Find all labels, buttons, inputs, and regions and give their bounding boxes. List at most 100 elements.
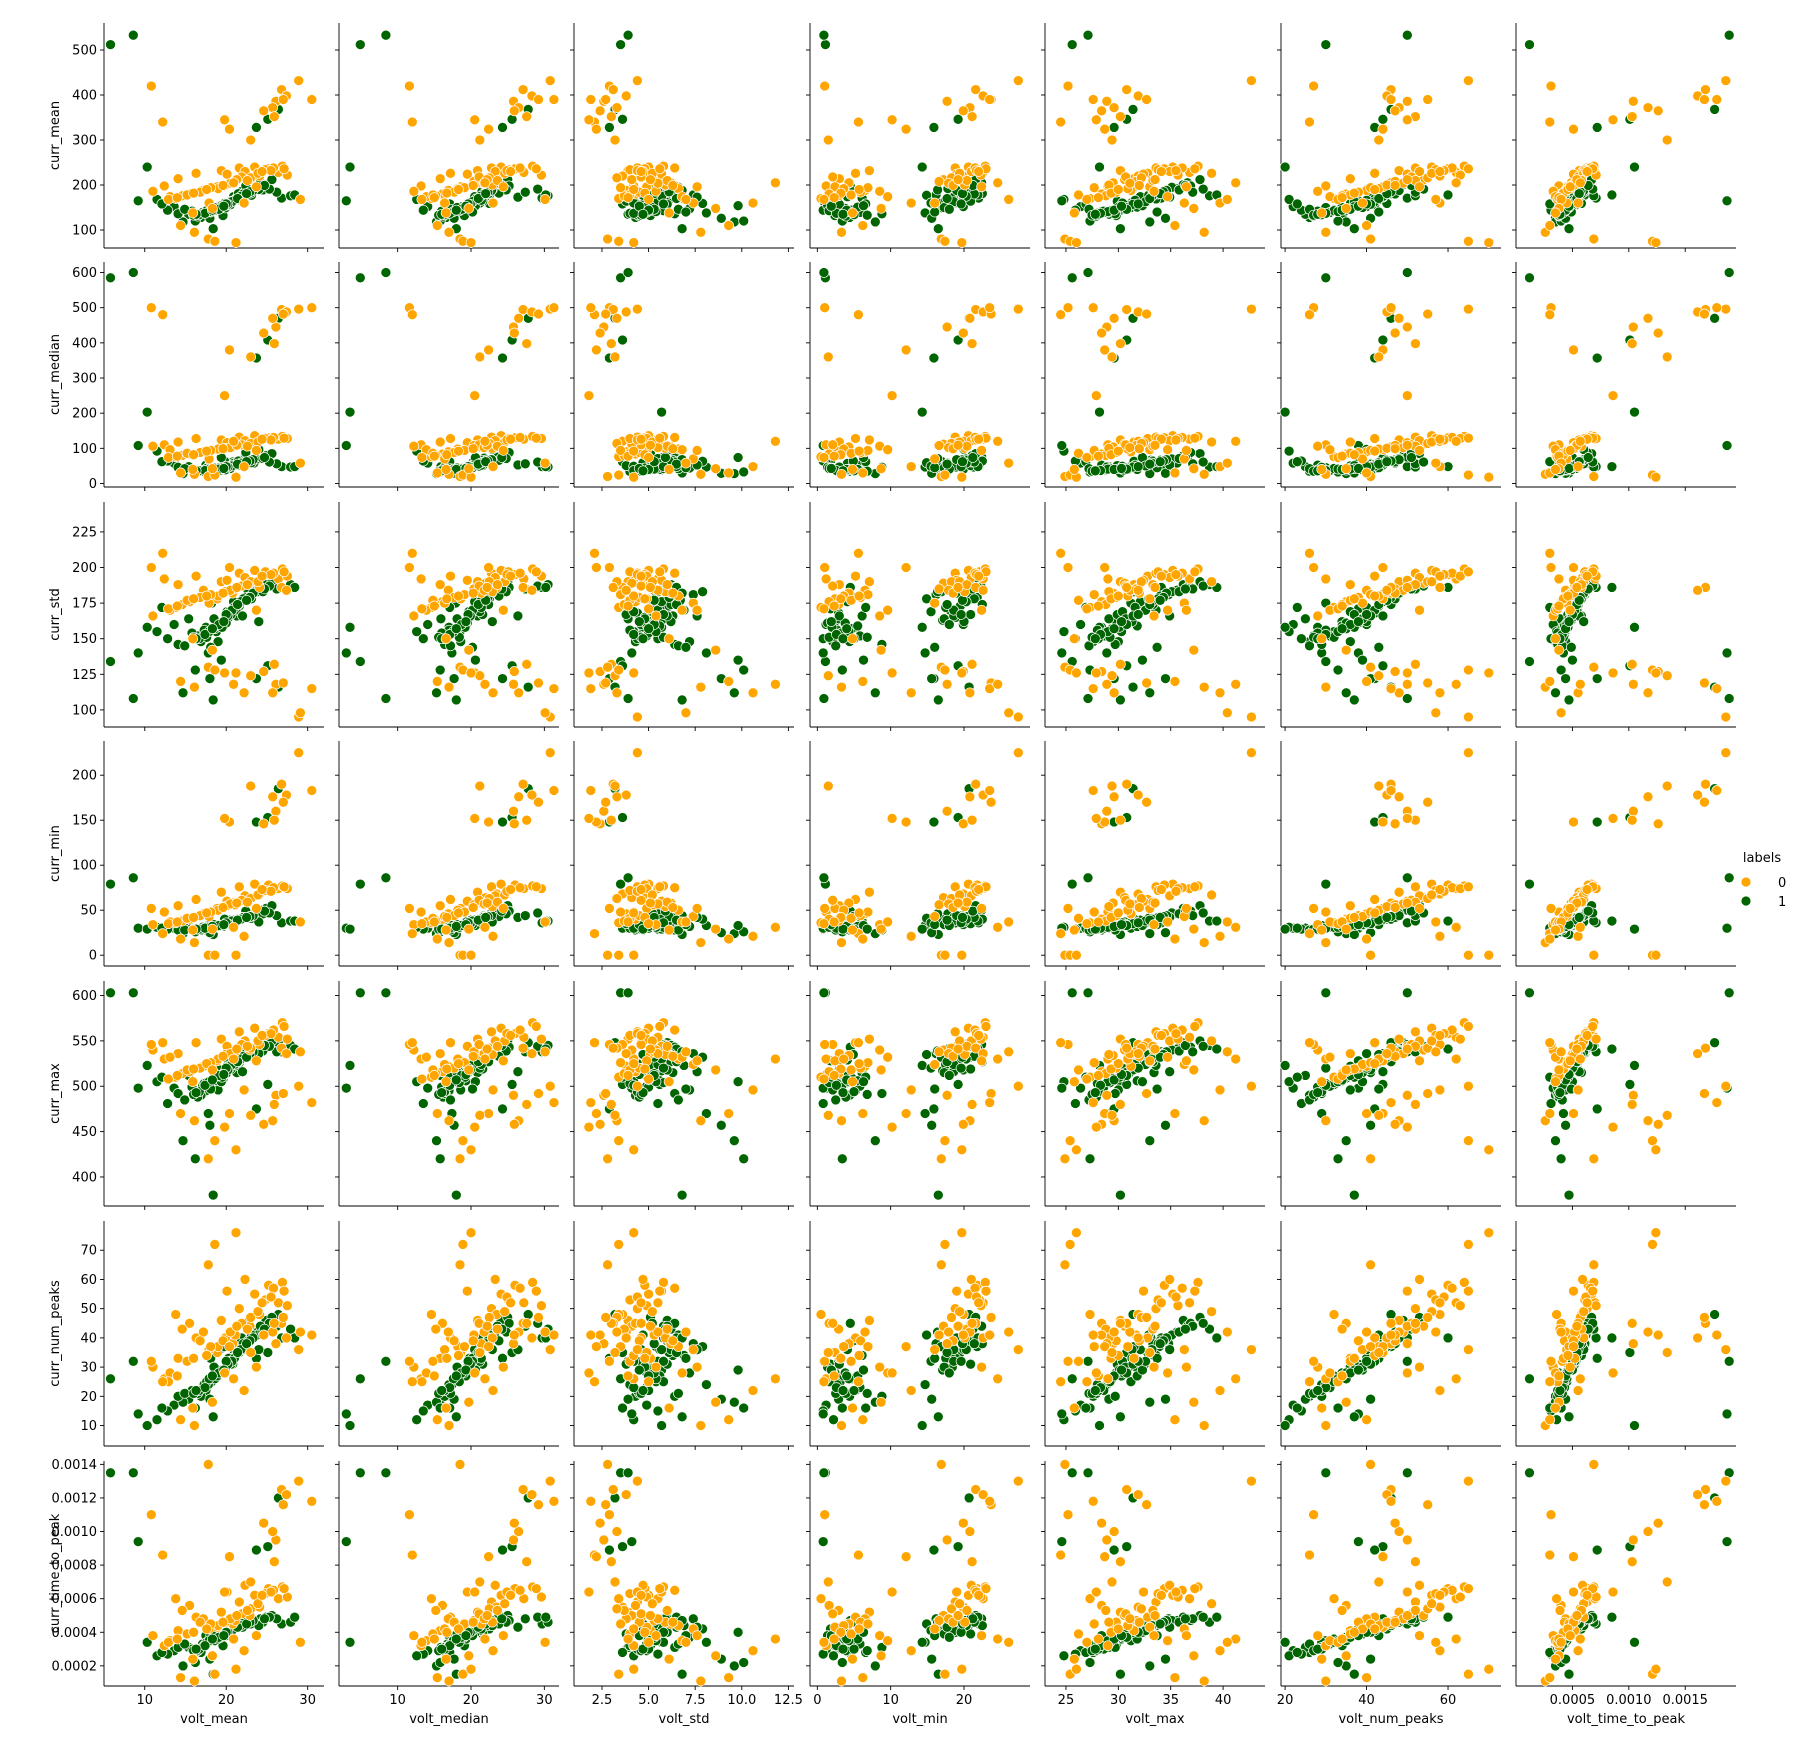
point-label-0: [1550, 464, 1561, 475]
point-label-1: [141, 1060, 153, 1071]
point-label-0: [710, 203, 722, 214]
point-label-1: [344, 923, 356, 935]
point-label-0: [1434, 930, 1446, 942]
point-label-0: [929, 597, 941, 609]
point-label-0: [1101, 805, 1113, 817]
point-label-1: [1291, 198, 1303, 210]
point-label-1: [732, 200, 744, 212]
y-tick-label: 0: [89, 477, 97, 492]
point-label-1: [837, 208, 849, 220]
point-label-0: [453, 445, 464, 457]
point-label-1: [480, 912, 492, 923]
point-label-0: [1401, 582, 1413, 593]
point-label-0: [1588, 661, 1600, 673]
panel-curr_min-vs-volt_std: [570, 741, 794, 970]
point-label-0: [431, 220, 443, 231]
point-label-0: [1148, 610, 1160, 622]
point-label-0: [219, 813, 230, 824]
point-label-0: [1483, 667, 1495, 679]
point-label-0: [1090, 667, 1102, 679]
point-label-1: [1180, 583, 1191, 595]
point-label-0: [1627, 678, 1639, 690]
point-label-1: [825, 616, 837, 627]
point-label-0: [591, 344, 602, 356]
y-tick-label: 500: [72, 1080, 97, 1095]
point-label-0: [853, 116, 864, 128]
point-label-0: [1401, 439, 1413, 451]
point-label-1: [916, 161, 928, 173]
point-label-1: [151, 626, 163, 637]
point-label-0: [172, 579, 184, 590]
point-label-0: [1574, 921, 1586, 933]
point-label-1: [869, 216, 881, 228]
point-label-0: [1188, 463, 1200, 475]
point-label-1: [628, 629, 640, 640]
point-label-0: [1304, 309, 1315, 321]
point-label-1: [929, 641, 941, 653]
point-label-0: [1463, 664, 1474, 676]
point-label-1: [1094, 406, 1105, 418]
point-label-0: [1401, 667, 1413, 679]
point-label-0: [1336, 600, 1348, 612]
point-label-0: [1422, 677, 1434, 689]
point-label-0: [862, 182, 874, 194]
point-label-0: [207, 923, 218, 935]
point-label-0: [1401, 95, 1413, 107]
point-label-0: [1545, 903, 1557, 914]
point-label-1: [715, 212, 727, 224]
point-label-0: [1003, 707, 1015, 719]
point-label-0: [497, 181, 509, 193]
point-label-0: [483, 344, 494, 356]
point-label-0: [1626, 338, 1638, 349]
point-label-0: [238, 687, 250, 699]
point-label-0: [481, 897, 493, 909]
point-label-0: [628, 184, 640, 195]
point-label-0: [609, 134, 621, 146]
panel-curr_std-vs-volt_max: [1041, 502, 1265, 731]
point-label-0: [886, 114, 898, 126]
point-label-1: [929, 206, 941, 218]
point-label-0: [669, 567, 681, 579]
point-label-0: [1101, 678, 1113, 690]
panel-curr_std-vs-volt_time_to_peak: [1512, 502, 1736, 731]
point-label-1: [637, 465, 649, 477]
point-label-0: [548, 302, 560, 314]
point-label-0: [1188, 203, 1200, 214]
point-label-0: [277, 308, 289, 320]
point-label-0: [201, 445, 213, 457]
y-tick-label: 200: [72, 179, 97, 194]
point-label-1: [1056, 440, 1068, 451]
point-label-0: [513, 687, 525, 699]
point-label-0: [175, 220, 186, 231]
point-label-0: [643, 194, 654, 205]
point-label-1: [1320, 272, 1332, 284]
point-label-0: [479, 921, 491, 933]
point-label-0: [615, 182, 626, 194]
point-label-0: [819, 302, 831, 314]
point-label-0: [221, 168, 233, 180]
point-label-1: [1056, 647, 1068, 659]
point-label-0: [1246, 303, 1257, 315]
point-label-1: [1606, 461, 1618, 472]
point-label-0: [147, 610, 159, 622]
point-label-1: [860, 602, 872, 613]
point-label-0: [190, 167, 202, 179]
point-label-1: [241, 594, 252, 606]
y-tick-label: 600: [72, 266, 97, 281]
point-label-0: [939, 469, 951, 481]
point-label-0: [611, 102, 623, 113]
point-label-0: [1124, 177, 1136, 189]
y-tick-label: 225: [72, 525, 97, 540]
point-label-0: [819, 903, 831, 914]
point-label-1: [919, 647, 931, 659]
point-label-1: [1401, 872, 1413, 884]
point-label-0: [669, 432, 681, 443]
point-label-0: [158, 906, 170, 918]
point-label-1: [1197, 907, 1209, 919]
panel-curr_std-vs-volt_median: [335, 502, 560, 731]
panel-curr_min-vs-volt_max: [1041, 741, 1265, 970]
point-label-0: [258, 666, 270, 677]
point-label-1: [1709, 312, 1720, 324]
point-label-0: [1320, 937, 1332, 948]
